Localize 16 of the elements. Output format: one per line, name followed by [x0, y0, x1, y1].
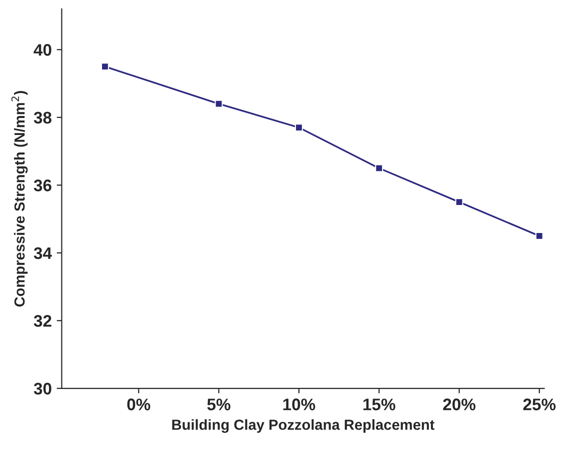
y-tick-label: 30: [34, 382, 52, 395]
point: [375, 164, 384, 172]
x-tick-label: 20%: [443, 398, 476, 410]
point: [214, 100, 223, 108]
x-tick-label: 25%: [523, 398, 556, 410]
y-tick-label: 40: [34, 44, 52, 56]
y-tick-label: 32: [34, 315, 52, 327]
x-tick-label: 10%: [283, 398, 316, 410]
y-axis-title: Compressive Strength (N/mm$^{2}$): [11, 90, 28, 307]
x-tick-label: 5%: [207, 398, 230, 410]
y-tick-label: 36: [34, 180, 52, 192]
x-tick-label: 15%: [363, 398, 396, 410]
x-tick-label: 0%: [127, 398, 150, 410]
x-axis-title: Building Clay Pozzolana Replacement: [172, 419, 434, 433]
y-tick-label: 34: [34, 247, 52, 260]
y-tick-label: 38: [34, 112, 52, 124]
